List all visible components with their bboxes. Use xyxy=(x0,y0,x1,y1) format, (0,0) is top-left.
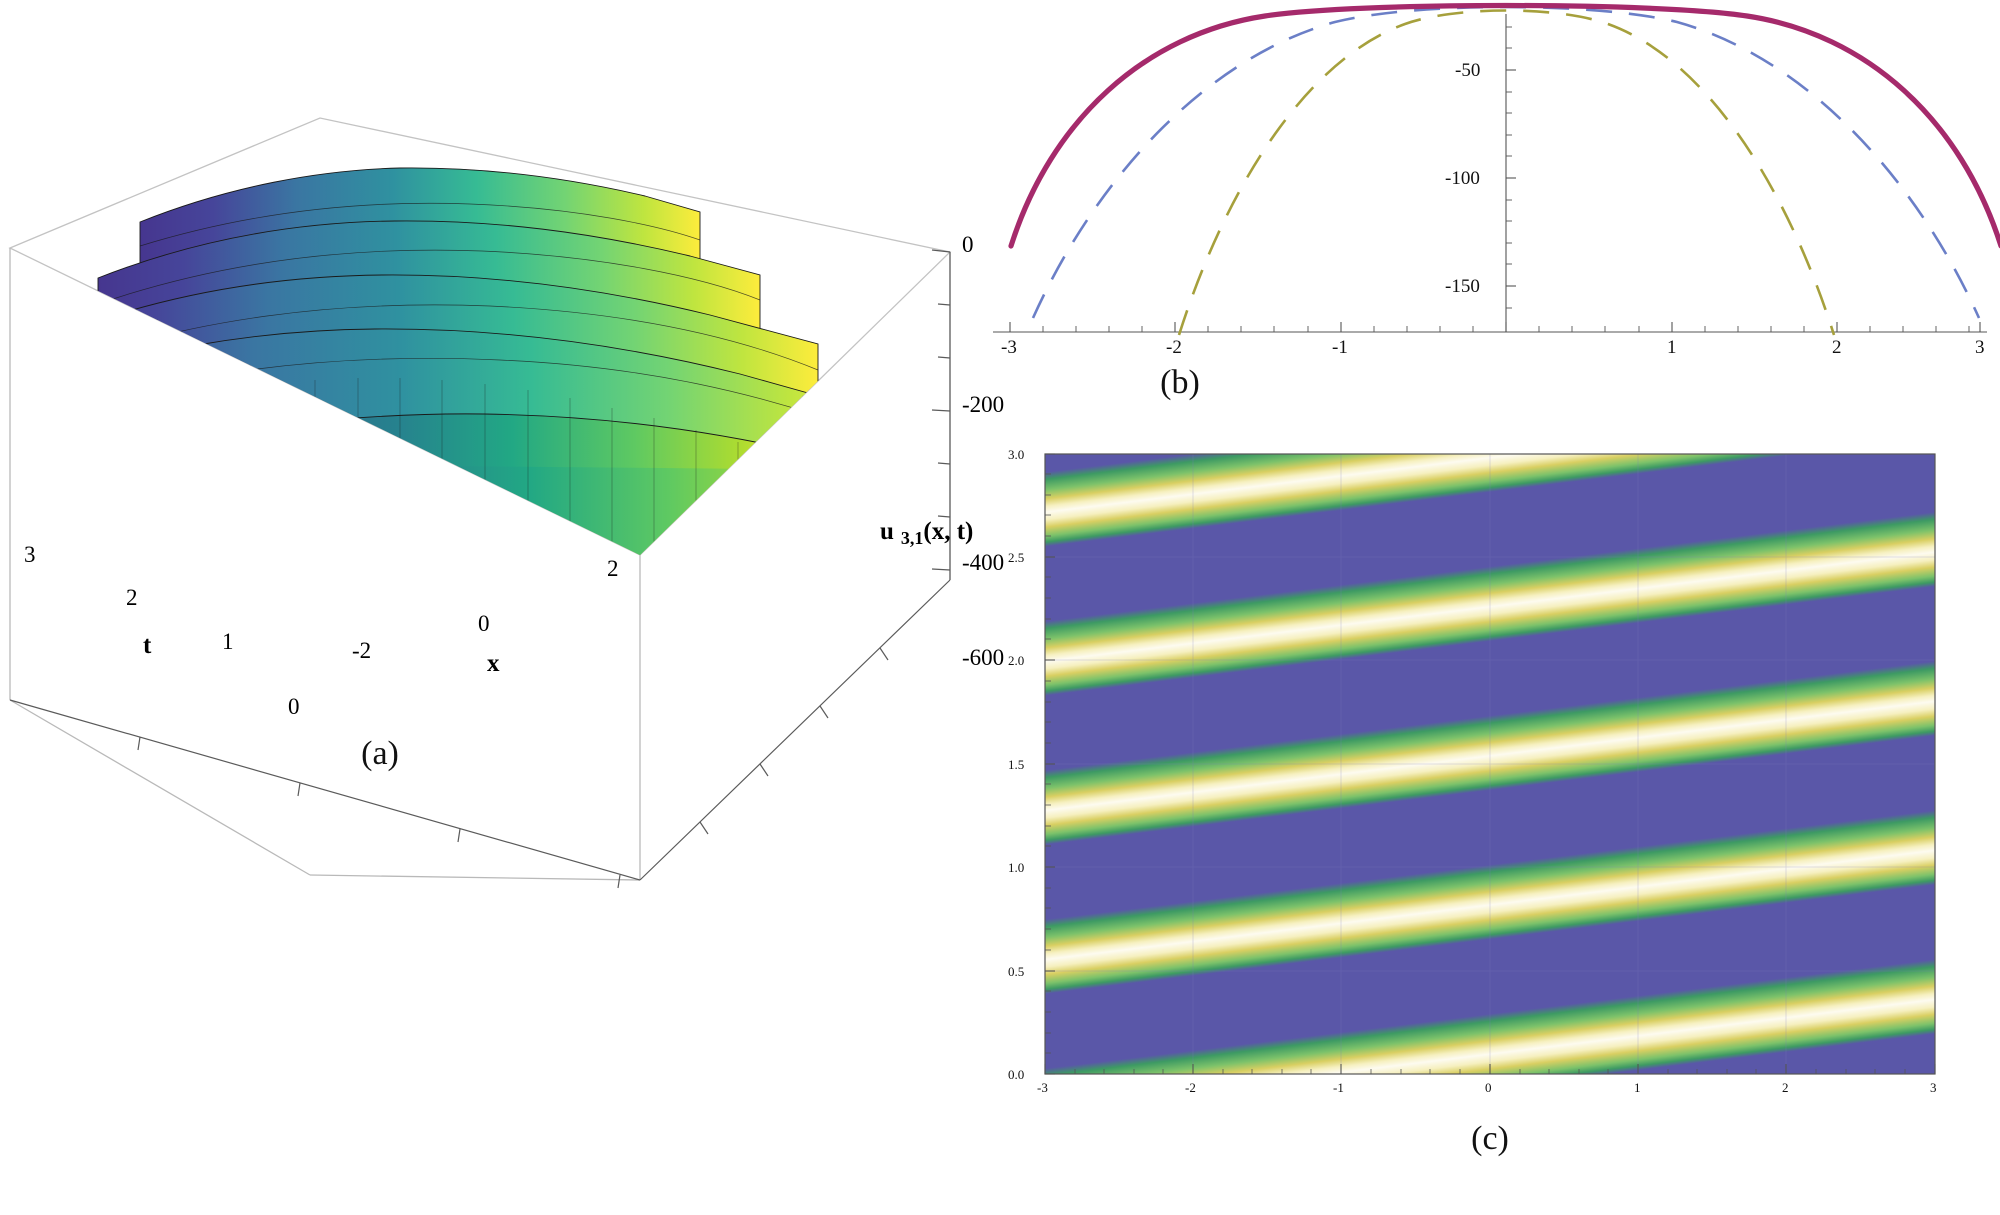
b-x-tick-label: 1 xyxy=(1667,337,1677,358)
c-x-tick-label: 3 xyxy=(1930,1080,1937,1095)
c-y-tick-label: 1.5 xyxy=(1008,757,1025,772)
t-tick-label: 2 xyxy=(126,585,138,610)
c-y-tick-label: 0.5 xyxy=(1008,964,1025,979)
c-x-tick-label: 2 xyxy=(1782,1080,1789,1095)
c-x-tick-label: -3 xyxy=(1037,1080,1048,1095)
b-y-tick-label: -100 xyxy=(1445,168,1480,189)
density-stripe xyxy=(1045,782,1935,1017)
b-y-tick-label: -50 xyxy=(1455,60,1481,81)
panel-b-line-plot: -3 -2 -1 1 2 3 -50 -100 -150 (b) xyxy=(975,0,2000,440)
panel-c-svg xyxy=(1044,453,1936,1075)
panel-c-density-plot: 0.0 0.5 1.0 1.5 2.0 2.5 3.0 -3 -2 -1 0 1… xyxy=(975,430,2000,1215)
t-tick-label: 3 xyxy=(24,542,36,567)
panel-c-caption: (c) xyxy=(1471,1120,1509,1157)
z-tick-label: -200 xyxy=(962,392,1005,417)
t-axis xyxy=(9,699,641,889)
panel-b-svg xyxy=(993,2,2000,336)
surface-mesh xyxy=(11,167,877,555)
z-axis-title-subscript: 3,1 xyxy=(900,528,924,548)
x-axis xyxy=(639,579,951,881)
c-y-tick-label: 2.0 xyxy=(1008,653,1025,668)
b-x-tick-label: -3 xyxy=(1001,337,1017,358)
z-axis xyxy=(931,249,951,580)
panel-a-surface-plot: 0 -200 -400 -600 u 3,1(x, t) 3 2 1 0 -2 0… xyxy=(0,0,1004,1000)
z-axis-title: u 3,1(x, t) xyxy=(880,518,974,548)
curve-solid-magenta xyxy=(1008,2,2000,249)
b-x-tick-label: 3 xyxy=(1975,337,1985,358)
z-tick-label: -400 xyxy=(962,550,1005,575)
x-tick-label: 2 xyxy=(607,556,619,581)
b-x-axis xyxy=(993,322,1987,333)
z-tick-label: -600 xyxy=(962,645,1005,670)
c-y-tick-label: 1.0 xyxy=(1008,860,1025,875)
x-tick-label: 0 xyxy=(478,611,490,636)
panel-b-caption: (b) xyxy=(1160,364,1200,401)
density-grid-artifacts xyxy=(1045,454,1935,1074)
x-tick-label: -2 xyxy=(352,638,372,663)
b-x-tick-label: 2 xyxy=(1832,337,1842,358)
c-y-tick-label: 0.0 xyxy=(1008,1067,1025,1082)
c-y-tick-label: 2.5 xyxy=(1008,550,1025,565)
b-y-tick-label: -150 xyxy=(1445,276,1480,297)
density-stripe xyxy=(1045,454,1935,576)
density-stripe xyxy=(1045,929,1935,1074)
density-stripe xyxy=(1045,488,1935,723)
c-x-tick-label: 0 xyxy=(1485,1080,1492,1095)
panel-a-caption: (a) xyxy=(361,735,399,772)
t-tick-label: 1 xyxy=(222,629,234,654)
c-x-tick-label: -2 xyxy=(1185,1080,1196,1095)
b-y-axis xyxy=(1505,14,1516,332)
c-x-axis xyxy=(1044,1064,1936,1074)
x-axis-title: x xyxy=(487,650,500,677)
z-tick-label: 0 xyxy=(962,232,974,257)
b-x-tick-label: -1 xyxy=(1332,337,1348,358)
c-y-axis xyxy=(1045,453,1055,1075)
surface-ridge xyxy=(11,328,877,555)
density-stripe xyxy=(1045,635,1935,870)
b-x-tick-label: -2 xyxy=(1166,337,1182,358)
t-axis-title: t xyxy=(143,632,152,659)
z-axis-title-symbol: u xyxy=(880,518,894,545)
c-x-tick-label: 1 xyxy=(1634,1080,1641,1095)
density-stripes xyxy=(1045,454,1935,1074)
panel-a-svg xyxy=(8,117,952,889)
c-x-tick-label: -1 xyxy=(1333,1080,1344,1095)
t-tick-label: 0 xyxy=(288,694,300,719)
z-axis-title-args: (x, t) xyxy=(923,518,974,545)
c-y-tick-label: 3.0 xyxy=(1008,447,1025,462)
